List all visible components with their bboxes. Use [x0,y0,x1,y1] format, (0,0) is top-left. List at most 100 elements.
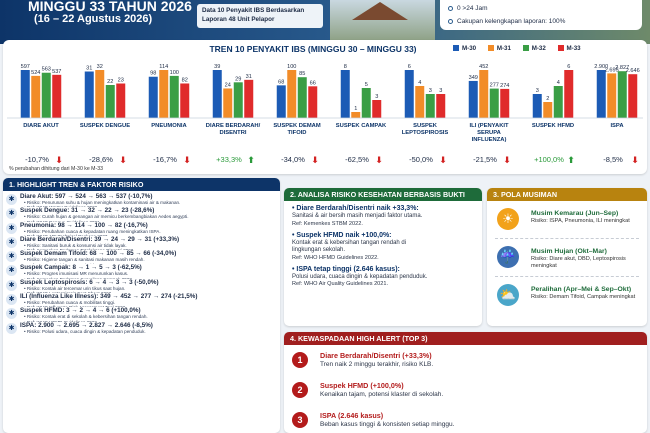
bar [84,71,94,118]
bar [543,102,553,118]
bar-value-label: 563 [42,67,51,73]
highlight-risk: • Risiko: Perubahan cuaca & kepadatan ru… [24,228,161,234]
bar-value-label: 114 [159,64,168,70]
season-desc: Risiko: Diare akut, DBD, Leptospirosis [531,256,626,262]
bar [287,70,297,118]
highlight-risk: • Risiko: Penurunan suhu & hujan meningk… [24,200,181,205]
highlight-main: Suspek HFMD: 3 → 2 → 4 → 6 (+100,0%) [20,307,141,315]
alert-item: 2 Suspek HFMD (+100,0%) Kenaikan tajam, po… [284,378,647,408]
weather-icon: ☔ [497,246,519,268]
legend-item-m31: M-31 [487,45,511,52]
week-title: MINGGU 33 TAHUN 2026 [28,0,192,14]
bar-value-label: 100 [170,70,179,76]
bar-value-label: 3 [536,88,539,94]
legend-item-m30: M-30 [453,45,476,52]
season-title: 3. POLA MUSIMAN [487,188,647,201]
bar [607,73,617,118]
disease-icon: ✱ [6,308,17,320]
highlight-risk: • Risiko: Kontak air tercemar urin tikus… [24,285,126,291]
legend-item-m32: M-32 [522,45,546,52]
analysis-heading: • Suspek HFMD naik +100,0%: [292,231,392,239]
category-label: INFLUENZA) [472,137,507,143]
bar [489,88,499,118]
highlight-item: ✱ Diare Akut: 597 → 524 → 563 → 537 (-10,… [3,193,280,207]
bullet-icon [448,18,453,24]
bar-value-label: 3 [439,88,442,94]
analysis-ref: Ref: WHO HFMD Guidelines 2022. [292,254,379,261]
highlight-main: ILI (Influenza Like Illness): 349 → 452 … [20,293,198,301]
season-desc: Risiko: Demam Tifoid, Campak meningkat [531,294,636,300]
bar [148,76,158,118]
bar-value-label: 537 [52,69,61,75]
analysis-text: Kontak erat & kebersihan tangan rendah d… [292,239,407,246]
bar-value-label: 24 [225,82,231,88]
alert-item: 1 Diare Berdarah/Disentri (+33,3%) Tren na… [284,348,647,378]
analysis-item: • ISPA tetap tinggi (2.646 kasus): Polusi… [284,262,482,289]
season-list: ☀ Musim Kemarau (Jun–Sep) Risiko: ISPA, Pn… [487,201,647,315]
chart-footnote: % perubahan dihitung dari M-30 ke M-33 [9,166,103,172]
highlight-main: Suspek Demam Tifoid: 68 → 100 → 85 → 66 … [20,250,177,258]
percent-change: -50,0% [409,155,433,164]
bar-value-label: 85 [299,71,305,77]
bar-value-label: 31 [246,74,252,80]
disease-icon: ✱ [6,322,17,334]
percent-change: +33,3% [216,155,242,164]
bar [180,83,190,118]
arrow-down-icon: ⬇ [311,156,319,166]
chart-legend: M-30 M-31 M-32 M-33 [443,45,581,52]
bar-value-label: 5 [365,82,368,88]
bar [308,86,318,118]
highlight-risk: • Risiko: Kontak erat di sekolah & keber… [24,314,148,320]
highlight-ref: • Ref: WHO ARI Technical Package 2023. [20,234,280,236]
bar [52,74,62,118]
bar-value-label: 2.827 [615,65,629,71]
weather-icon: ⛅ [497,284,519,306]
category-label: DISENTRI [219,130,246,136]
analysis-heading: • ISPA tetap tinggi (2.646 kasus): [292,265,400,273]
percent-change: -21,5% [473,155,497,164]
alert-text: Kenaikan tajam, potensi klaster di sekol… [320,391,444,398]
disease-icon: ✱ [6,208,17,220]
analysis-ref: Ref: WHO Air Quality Guidelines 2021. [292,281,389,288]
highlight-panel: 1. HIGHLIGHT TREN & FAKTOR RISIKO ✱ Diare… [3,178,280,433]
highlight-list: ✱ Diare Akut: 597 → 524 → 563 → 537 (-10,… [3,191,280,336]
bar-value-label: 3 [375,94,378,100]
percent-change: -16,7% [153,155,177,164]
bar [553,86,563,118]
category-label: SUSPEK DEMAM [273,123,321,129]
bar [116,83,126,118]
percent-change: -34,0% [281,155,305,164]
season-item: ☔ Musim Hujan (Okt–Mar) Risiko: Diare akut… [487,239,647,277]
bar [159,70,169,118]
bar-value-label: 4 [418,80,421,86]
highlight-main: ISPA: 2.900 → 2.695 → 2.827 → 2.646 (-8,… [20,321,153,329]
bar [372,100,382,118]
percent-change: -28,6% [89,155,113,164]
alert-heading: Diare Berdarah/Disentri (+33,3%) [320,351,432,360]
arrow-down-icon: ⬇ [119,156,127,166]
alert-heading: ISPA (2.646 kasus) [320,411,384,420]
highlight-main: Suspek Campak: 8 → 1 → 5 → 3 (-62,5%) [20,264,142,272]
bar [351,112,361,118]
alert-item: 3 ISPA (2.646 kasus) Beban kasus tinggi & … [284,408,647,433]
highlight-ref: • Ref: Kemenkes Pedoman Surveilans Campa… [20,277,280,279]
bar-value-label: 66 [310,80,316,86]
bar [564,70,574,118]
highlight-item: ✱ Suspek Leptospirosis: 6 → 4 → 3 → 3 (-5… [3,279,280,293]
highlight-ref: • Ref: WHO HFMD Guidelines 2022. [20,320,280,322]
bar-value-label: 277 [490,83,499,89]
highlight-risk: • Risiko: Sanitasi buruk & konsumsi air … [24,242,127,248]
bar [361,88,371,118]
bar [436,94,446,118]
bar-value-label: 452 [479,64,488,70]
bar-value-label: 597 [21,64,30,70]
season-desc: meningkat [531,263,557,269]
divider [495,238,639,239]
highlight-main: Diare Akut: 597 → 524 → 563 → 537 (-10,7… [20,193,153,200]
season-panel: 3. POLA MUSIMAN ☀ Musim Kemarau (Jun–Sep)… [487,188,647,326]
highlight-main: Pneumonia: 98 → 114 → 100 → 82 (-16,7%) [20,221,148,229]
legend-item-m33: M-33 [557,45,581,52]
bar [233,82,243,118]
highlight-title: 1. HIGHLIGHT TREN & FAKTOR RISIKO [3,178,280,191]
